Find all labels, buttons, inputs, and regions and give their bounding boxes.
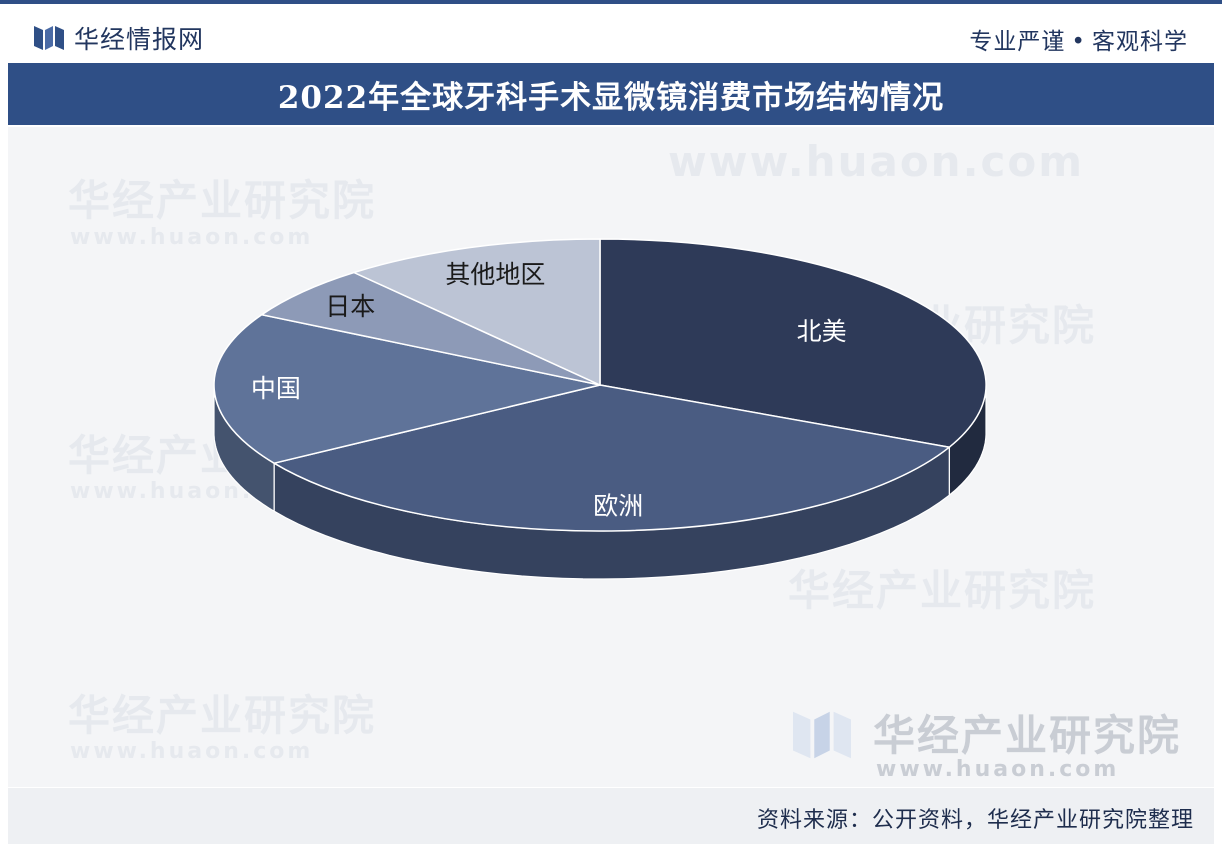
footer: 资料来源：公开资料，华经产业研究院整理 [8, 788, 1214, 844]
pie-label-3: 日本 [325, 292, 375, 321]
pie-top [213, 238, 987, 532]
brand-name: 华经情报网 [74, 25, 205, 54]
pie-slice-0 [599, 238, 987, 448]
pie-label-1: 欧洲 [593, 491, 643, 520]
top-header: 华经情报网 专业严谨 • 客观科学 [0, 0, 1222, 66]
slogan-right: 客观科学 [1092, 29, 1188, 55]
source-note: 资料来源：公开资料，华经产业研究院整理 [756, 808, 1194, 833]
slogan: 专业严谨 • 客观科学 [969, 22, 1188, 56]
logo-icon [34, 26, 64, 50]
chart-area: 华经产业研究院 www.huaon.com 华经产业研究院 www.huaon.… [8, 127, 1214, 787]
pie-slice-4 [351, 238, 601, 387]
pie-slice-2 [213, 313, 601, 465]
pie-label-2: 中国 [251, 374, 301, 403]
watermark-logo-icon [793, 711, 851, 759]
slogan-left: 专业严谨 [969, 29, 1066, 55]
slogan-dot: • [1071, 29, 1086, 55]
pie-slice-1 [272, 384, 952, 532]
title-bar: 2022年全球牙科手术显微镜消费市场结构情况 [8, 63, 1214, 125]
pie-label-4: 其他地区 [445, 260, 545, 289]
pie-slice-3 [259, 271, 601, 386]
chart-title: 2022年全球牙科手术显微镜消费市场结构情况 [277, 79, 945, 116]
pie-label-0: 北美 [797, 317, 847, 346]
